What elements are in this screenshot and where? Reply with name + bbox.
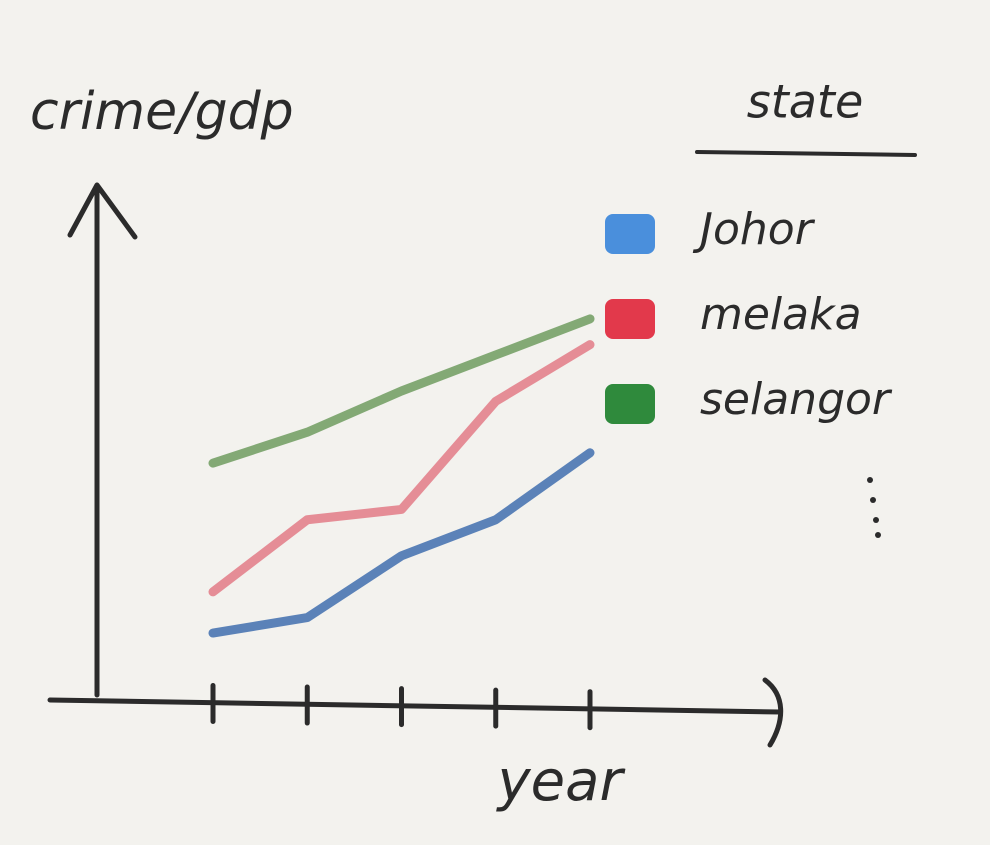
axes — [47, 182, 784, 748]
dot — [867, 477, 873, 483]
series-line — [208, 448, 595, 638]
legend-swatch — [605, 384, 655, 424]
dot — [873, 517, 879, 523]
legend-swatch — [605, 214, 655, 254]
legend-title: state — [747, 75, 864, 129]
y-axis — [67, 182, 138, 698]
ellipsis — [867, 477, 881, 538]
legend-label: melaka — [700, 289, 862, 340]
series-line — [208, 314, 595, 468]
legend-swatch — [605, 299, 655, 339]
x-axis-label: year — [496, 749, 626, 814]
dot — [870, 497, 876, 503]
dot — [875, 532, 881, 538]
x-axis — [47, 677, 784, 748]
series-line — [208, 340, 595, 597]
legend-label: Johor — [692, 204, 816, 255]
y-axis-label: crime/gdp — [30, 82, 294, 142]
legend-title-underline — [695, 150, 917, 157]
legend-label: selangor — [700, 374, 893, 425]
